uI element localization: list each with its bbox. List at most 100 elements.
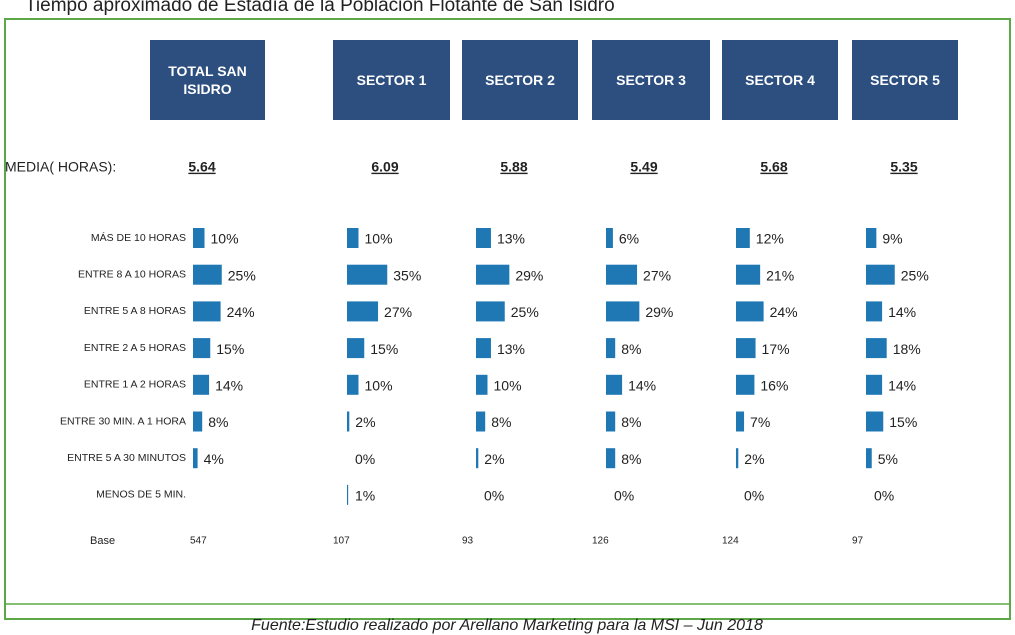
- bar: [193, 374, 210, 395]
- value-label: 6%: [619, 231, 639, 247]
- value-label: 0%: [355, 451, 375, 467]
- header-text: SECTOR 5: [852, 40, 958, 120]
- bar: [476, 448, 479, 469]
- header-text: SECTOR 2: [462, 40, 578, 120]
- frame: [4, 18, 1011, 620]
- bar: [347, 411, 350, 432]
- value-label: 35%: [393, 267, 421, 283]
- bar: [476, 374, 488, 395]
- value-label: 9%: [882, 231, 902, 247]
- base-value: 547: [190, 536, 207, 547]
- value-label: 0%: [874, 488, 894, 504]
- bar: [193, 264, 222, 285]
- bar: [347, 338, 365, 359]
- media-label: MEDIA( HORAS):: [5, 159, 116, 175]
- value-label: 25%: [901, 267, 929, 283]
- base-value: 97: [852, 536, 864, 547]
- value-label: 27%: [643, 267, 671, 283]
- bar: [606, 228, 613, 248]
- column-header: TOTAL SAN ISIDRO: [150, 40, 265, 120]
- header-text: SECTOR 1: [333, 40, 450, 120]
- category-label: MENOS DE 5 MIN.: [96, 489, 186, 501]
- bar: [736, 301, 764, 322]
- value-label: 25%: [511, 304, 539, 320]
- value-label: 2%: [355, 414, 375, 430]
- value-label: 10%: [365, 378, 393, 394]
- column-header: SECTOR 2: [462, 40, 578, 120]
- value-label: 10%: [211, 231, 239, 247]
- media-value: 6.09: [371, 159, 398, 175]
- value-label: 18%: [893, 341, 921, 357]
- bar: [606, 264, 638, 285]
- value-label: 13%: [497, 341, 525, 357]
- value-label: 21%: [766, 267, 794, 283]
- value-label: 15%: [216, 341, 244, 357]
- category-label: ENTRE 30 MIN. A 1 HORA: [60, 415, 186, 427]
- base-value: 107: [333, 536, 350, 547]
- value-label: 8%: [621, 341, 641, 357]
- media-value: 5.68: [760, 159, 787, 175]
- value-label: 2%: [744, 451, 764, 467]
- value-label: 5%: [878, 451, 898, 467]
- bar: [606, 338, 616, 359]
- header-text: TOTAL SAN ISIDRO: [150, 40, 265, 120]
- value-label: 8%: [491, 414, 511, 430]
- column-header: SECTOR 4: [722, 40, 838, 120]
- value-label: 14%: [215, 378, 243, 394]
- column-header: SECTOR 5: [852, 40, 958, 120]
- bar: [606, 448, 616, 469]
- bar: [193, 448, 198, 469]
- value-label: 0%: [614, 488, 634, 504]
- value-label: 0%: [744, 488, 764, 504]
- bar: [347, 264, 388, 285]
- bar: [866, 264, 895, 285]
- bar: [606, 374, 623, 395]
- value-label: 13%: [497, 231, 525, 247]
- category-label: ENTRE 2 A 5 HORAS: [84, 342, 186, 354]
- bar: [866, 374, 883, 395]
- base-value: 124: [722, 536, 739, 547]
- value-label: 4%: [204, 451, 224, 467]
- category-label: ENTRE 8 A 10 HORAS: [78, 268, 186, 280]
- value-label: 17%: [762, 341, 790, 357]
- value-label: 2%: [484, 451, 504, 467]
- bar: [866, 448, 872, 469]
- value-label: 24%: [770, 304, 798, 320]
- chart-title: Tiempo aproximado de Estadía de la Pobla…: [25, 0, 615, 16]
- bar: [736, 228, 750, 248]
- bar: [606, 411, 616, 432]
- value-label: 16%: [760, 378, 788, 394]
- bar: [476, 228, 491, 248]
- value-label: 8%: [208, 414, 228, 430]
- bar: [193, 301, 221, 322]
- value-label: 7%: [750, 414, 770, 430]
- bar: [193, 411, 203, 432]
- value-label: 25%: [228, 267, 256, 283]
- category-label: MÁS DE 10 HORAS: [91, 231, 186, 244]
- bar: [476, 411, 486, 432]
- bar: [866, 338, 887, 359]
- media-value: 5.49: [630, 159, 657, 175]
- category-label: ENTRE 1 A 2 HORAS: [84, 379, 186, 391]
- value-label: 14%: [888, 378, 916, 394]
- header-text: SECTOR 4: [722, 40, 838, 120]
- base-label: Base: [90, 535, 115, 547]
- bar: [347, 374, 359, 395]
- base-value: 126: [592, 536, 609, 547]
- source: Fuente:Estudio realizado por Arellano Ma…: [251, 617, 763, 634]
- value-label: 8%: [621, 451, 641, 467]
- media-value: 5.64: [188, 159, 215, 175]
- bar: [866, 228, 877, 248]
- bar: [736, 374, 755, 395]
- value-label: 12%: [756, 231, 784, 247]
- category-label: ENTRE 5 A 8 HORAS: [84, 305, 186, 317]
- column-header: SECTOR 1: [333, 40, 450, 120]
- value-label: 14%: [628, 378, 656, 394]
- bar: [193, 228, 205, 248]
- bar: [736, 448, 739, 469]
- value-label: 27%: [384, 304, 412, 320]
- media-value: 5.88: [500, 159, 527, 175]
- value-label: 15%: [889, 414, 917, 430]
- bar: [476, 264, 510, 285]
